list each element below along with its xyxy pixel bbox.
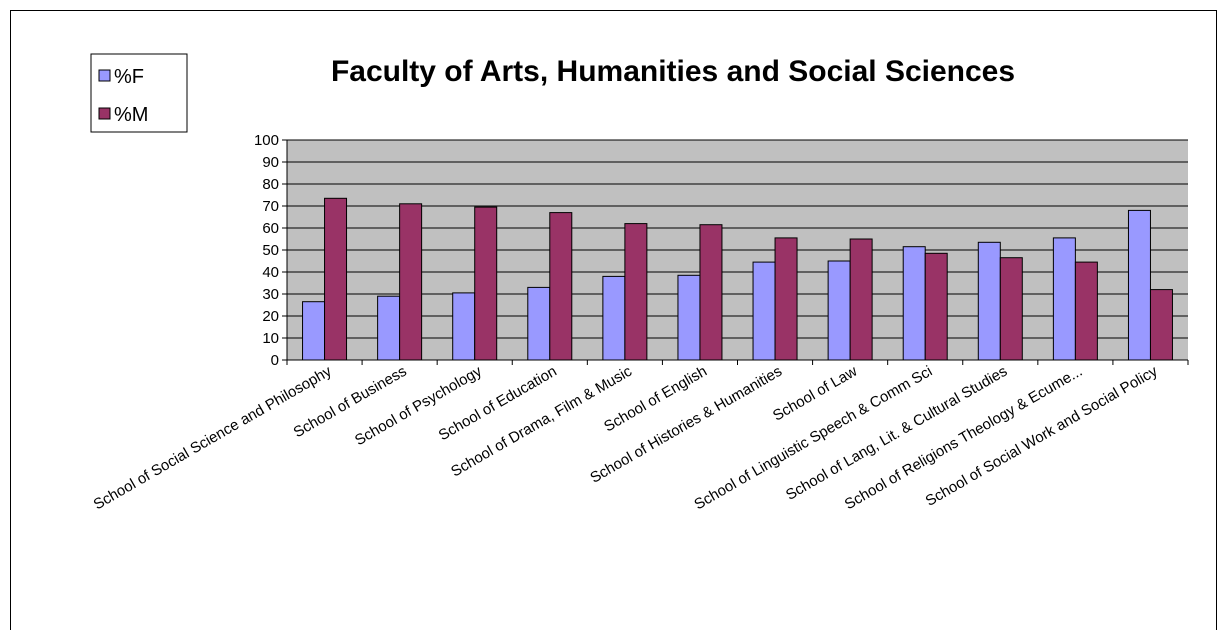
- bar-f: [677, 274, 701, 361]
- y-tick-label: 60: [262, 220, 279, 237]
- axes: [282, 139, 1189, 365]
- bar-f: [377, 295, 401, 361]
- legend: %F %M: [90, 53, 188, 133]
- chart-frame: [10, 10, 1217, 630]
- bar-f: [752, 261, 776, 361]
- y-tick-label: 40: [262, 264, 279, 281]
- bar-m: [1149, 289, 1173, 361]
- y-tick-label: 50: [262, 242, 279, 259]
- x-tick-labels: School of Social Science and PhilosophyS…: [91, 362, 1161, 513]
- y-tick-label: 90: [262, 154, 279, 171]
- y-tick-label: 20: [262, 308, 279, 325]
- bar-m: [1074, 261, 1098, 361]
- bar-f: [902, 246, 926, 361]
- bar-m: [849, 238, 873, 361]
- bar-m: [549, 212, 573, 361]
- gridlines: [287, 139, 1188, 339]
- bar-m: [774, 237, 798, 361]
- bar-f: [1052, 237, 1076, 361]
- y-tick-label: 100: [254, 132, 279, 149]
- bar-m: [624, 223, 648, 361]
- y-tick-label: 0: [271, 352, 279, 369]
- bar-f: [1127, 209, 1151, 361]
- bar-m: [699, 224, 723, 361]
- y-tick-label: 70: [262, 198, 279, 215]
- bar-m: [474, 206, 498, 361]
- legend-swatch-m: [98, 107, 111, 120]
- bar-m: [999, 257, 1023, 361]
- legend-label-m: %M: [114, 104, 148, 126]
- bar-m: [399, 203, 423, 361]
- bar-m: [924, 252, 948, 361]
- y-tick-label: 80: [262, 176, 279, 193]
- bar-f: [527, 286, 551, 361]
- bar-f: [452, 292, 476, 361]
- bar-f: [302, 301, 326, 361]
- bars: [302, 197, 1173, 361]
- legend-swatch-f: [98, 69, 111, 82]
- bar-f: [977, 241, 1001, 361]
- legend-label-f: %F: [114, 66, 144, 88]
- x-tick-label: School of Psychology: [352, 362, 485, 449]
- y-tick-label: 30: [262, 286, 279, 303]
- y-tick-labels: 0 10 20 30 40 50 60 70 80 90 100: [254, 132, 279, 369]
- bar-f: [602, 275, 626, 361]
- bar-f: [827, 260, 851, 361]
- bar-m: [324, 197, 348, 361]
- y-tick-label: 10: [262, 330, 279, 347]
- chart-title: Faculty of Arts, Humanities and Social S…: [331, 55, 1015, 88]
